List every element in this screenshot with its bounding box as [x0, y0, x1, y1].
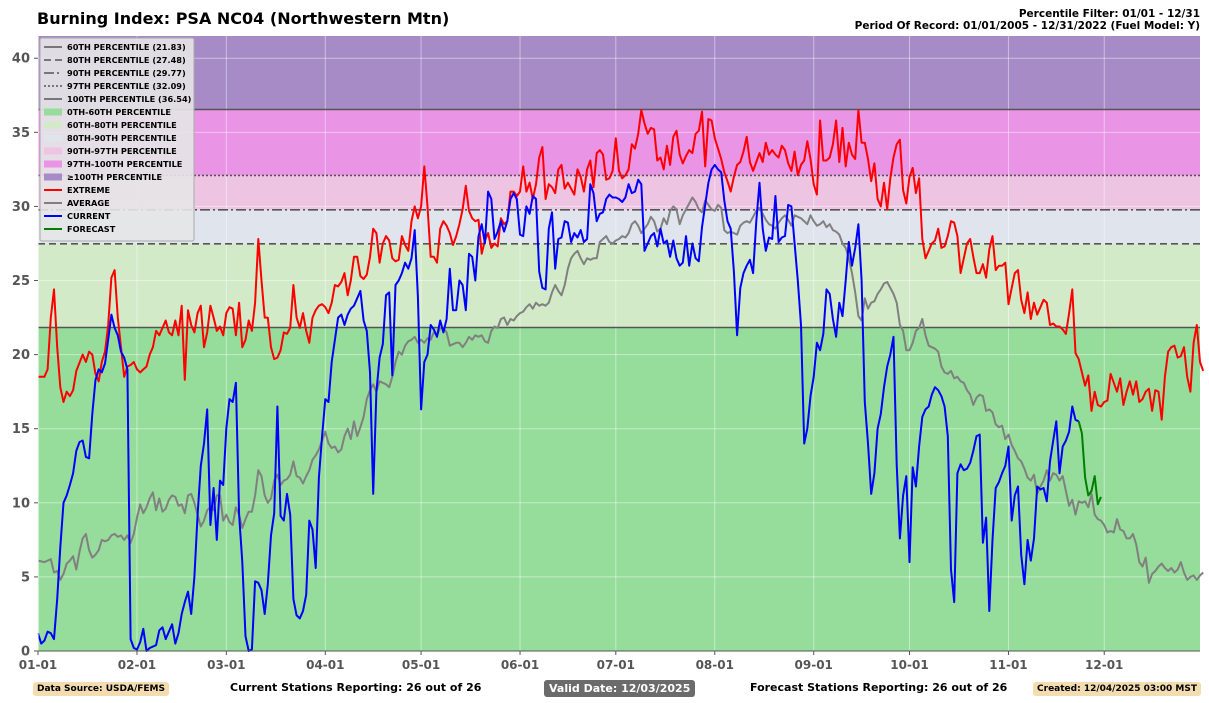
legend-swatch: [44, 160, 62, 168]
percentile-bands: [38, 36, 1200, 651]
legend-label: FORECAST: [67, 224, 116, 234]
x-tick-label: 10-01: [890, 658, 928, 672]
legend-swatch: [44, 121, 62, 129]
series-line-forecast: [1077, 421, 1102, 506]
legend-box: [39, 37, 195, 242]
y-tick-label: 20: [12, 348, 30, 363]
legend-label: 60TH-80TH PERCENTILE: [67, 120, 177, 130]
legend-swatch: [44, 108, 62, 116]
legend-label: 90TH-97TH PERCENTILE: [67, 146, 177, 156]
y-tick-label: 15: [12, 422, 30, 437]
legend-label: 80TH PERCENTILE (27.48): [67, 55, 186, 65]
y-tick-label: 35: [12, 126, 30, 141]
x-tick-label: 04-01: [306, 658, 344, 672]
data-source-badge: Data Source: USDA/FEMS: [33, 682, 169, 696]
percentile-filter: Percentile Filter: 01/01 - 12/31: [1018, 8, 1200, 20]
legend-label: 100TH PERCENTILE (36.54): [67, 94, 192, 104]
forecast-stations-reporting: Forecast Stations Reporting: 26 out of 2…: [750, 681, 1008, 694]
legend-label: 97TH-100TH PERCENTILE: [67, 159, 182, 169]
x-tick-label: 01-01: [19, 658, 57, 672]
legend-label: 60TH PERCENTILE (21.83): [67, 42, 186, 52]
legend-label: ≥100TH PERCENTILE: [67, 172, 162, 182]
x-tick-label: 03-01: [207, 658, 245, 672]
band-100-plus: [38, 36, 1200, 110]
chart-title: Burning Index: PSA NC04 (Northwestern Mt…: [37, 9, 450, 28]
legend-label: 90TH PERCENTILE (29.77): [67, 68, 186, 78]
x-tick-label: 06-01: [501, 658, 539, 672]
x-tick-label: 09-01: [795, 658, 833, 672]
x-tick-label: 11-01: [989, 658, 1027, 672]
legend: 60TH PERCENTILE (21.83) 80TH PERCENTILE (…: [39, 37, 195, 242]
series-line-current: [37, 163, 1080, 652]
y-tick-label: 10: [12, 496, 30, 511]
percentile-threshold-lines: [38, 108, 1200, 329]
x-tick-label: 07-01: [597, 658, 635, 672]
legend-label: 97TH PERCENTILE (32.09): [67, 81, 186, 91]
current-stations-reporting: Current Stations Reporting: 26 out of 26: [230, 681, 482, 694]
y-tick-label: 0: [21, 645, 30, 660]
legend-label: AVERAGE: [67, 198, 110, 208]
band-0-60: [38, 327, 1200, 651]
x-tick-label: 08-01: [696, 658, 734, 672]
series-lines: [37, 109, 1205, 652]
series-line-average: [37, 196, 1204, 584]
created-timestamp-badge: Created: 12/04/2025 03:00 MST: [1033, 682, 1201, 696]
legend-label: 0TH-60TH PERCENTILE: [67, 107, 171, 117]
y-tick-label: 40: [12, 52, 30, 67]
band-90-97: [38, 175, 1200, 210]
x-tick-label: 12-01: [1085, 658, 1123, 672]
y-tick-label: 25: [12, 274, 30, 289]
axes: 0 5 10 15 20 25 30 35 40 01-01 02-01 03-01 04-01 05-0…: [12, 36, 1200, 672]
legend-label: EXTREME: [67, 185, 110, 195]
valid-date-badge: Valid Date: 12/03/2025: [544, 680, 696, 697]
y-tick-label: 30: [12, 200, 30, 215]
y-tick-label: 5: [21, 570, 30, 585]
legend-swatch: [44, 134, 62, 142]
legend-label: CURRENT: [67, 211, 111, 221]
period-of-record: Period Of Record: 01/01/2005 - 12/31/202…: [854, 20, 1200, 32]
x-tick-label: 02-01: [118, 658, 156, 672]
series-line-extreme: [38, 109, 1205, 421]
x-tick-label: 05-01: [402, 658, 440, 672]
burning-index-chart: 0 5 10 15 20 25 30 35 40 01-01 02-01 03-01 04-01 05-0…: [12, 36, 1205, 672]
legend-swatch: [44, 173, 62, 181]
legend-label: 80TH-90TH PERCENTILE: [67, 133, 177, 143]
legend-swatch: [44, 147, 62, 155]
